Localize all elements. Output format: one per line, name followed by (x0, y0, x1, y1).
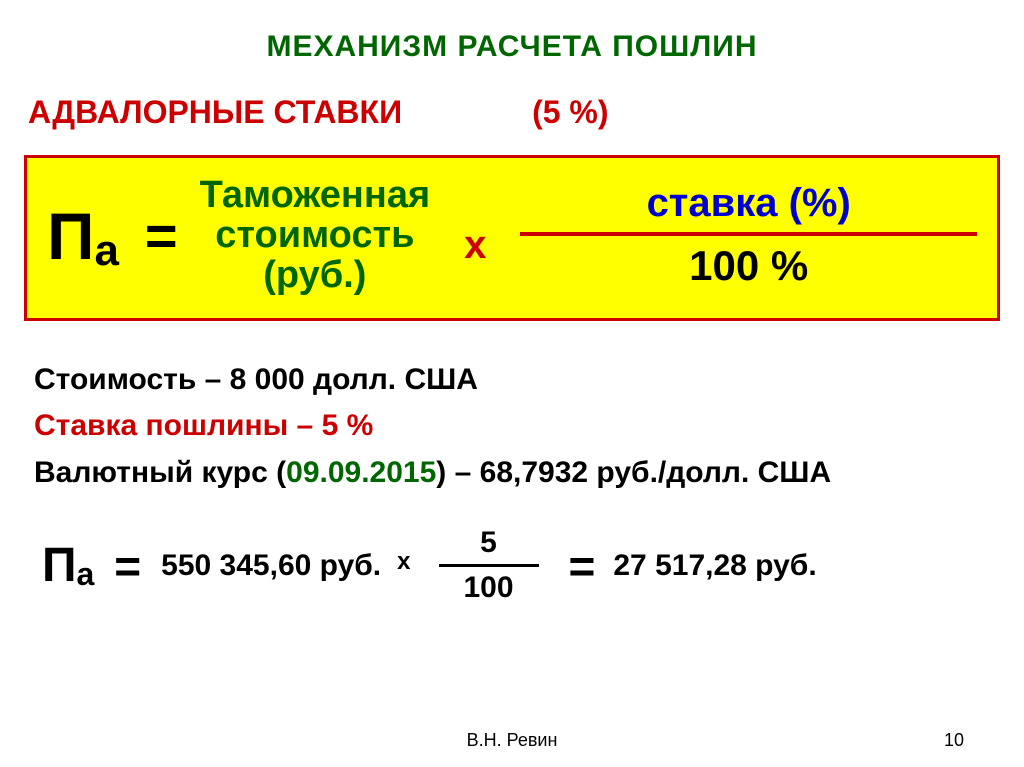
given-data: Стоимость – 8 000 долл. США Ставка пошли… (24, 357, 1000, 497)
calc-symbol-main: П (42, 538, 77, 593)
calc-frac-bot: 100 (463, 571, 513, 605)
formula-mult: х (464, 223, 486, 268)
subtitle-row: АДВАЛОРНЫЕ СТАВКИ (5 %) (24, 94, 1000, 131)
calc-frac-top: 5 (480, 526, 497, 560)
calc-mult: х (397, 548, 410, 576)
given-fx-tail: ) – 68,7932 руб./долл. США (436, 456, 831, 489)
formula-term1: Таможенная стоимость (руб.) (200, 176, 431, 296)
formula-symbol-main: П (47, 203, 94, 269)
calc-equals: = (114, 539, 141, 593)
formula-box: Па = Таможенная стоимость (руб.) х ставк… (24, 155, 1000, 321)
formula-symbol: Па (47, 203, 119, 269)
calc-symbol: Па (42, 538, 94, 593)
calc-frac-line (439, 564, 539, 567)
given-fx-date: 09.09.2015 (286, 456, 436, 489)
subtitle-rate: (5 %) (532, 94, 608, 131)
formula-term1-l2: стоимость (200, 216, 431, 256)
formula-term1-l1: Таможенная (200, 176, 431, 216)
given-cost-value: 8 000 долл. США (230, 363, 478, 396)
formula-frac-line (520, 232, 977, 236)
formula-fraction: ставка (%) 100 % (520, 181, 977, 290)
calc-symbol-sub: а (77, 556, 95, 593)
calc-equals2: = (569, 539, 596, 593)
formula-equals: = (145, 203, 178, 268)
calculation-row: Па = 550 345,60 руб. х 5 100 = 27 517,28… (24, 526, 1000, 605)
formula-symbol-sub: а (94, 229, 118, 273)
calc-result: 27 517,28 руб. (613, 549, 816, 583)
subtitle-label: АДВАЛОРНЫЕ СТАВКИ (28, 94, 402, 131)
calc-value: 550 345,60 руб. (161, 549, 381, 583)
given-rate: Ставка пошлины – 5 % (34, 403, 1000, 450)
page-number: 10 (944, 730, 964, 751)
given-fx: Валютный курс (09.09.2015) – 68,7932 руб… (34, 450, 1000, 497)
given-rate-value: 5 % (322, 409, 374, 442)
footer-author: В.Н. Ревин (0, 730, 1024, 751)
formula-term1-l3: (руб.) (200, 256, 431, 296)
calc-fraction: 5 100 (439, 526, 539, 605)
given-cost-label: Стоимость – (34, 363, 230, 396)
slide-title: МЕХАНИЗМ РАСЧЕТА ПОШЛИН (24, 30, 1000, 64)
given-fx-label: Валютный курс ( (34, 456, 286, 489)
given-cost: Стоимость – 8 000 долл. США (34, 357, 1000, 404)
formula-frac-bot: 100 % (689, 242, 808, 290)
given-rate-label: Ставка пошлины – (34, 409, 322, 442)
formula-frac-top: ставка (%) (647, 181, 851, 226)
